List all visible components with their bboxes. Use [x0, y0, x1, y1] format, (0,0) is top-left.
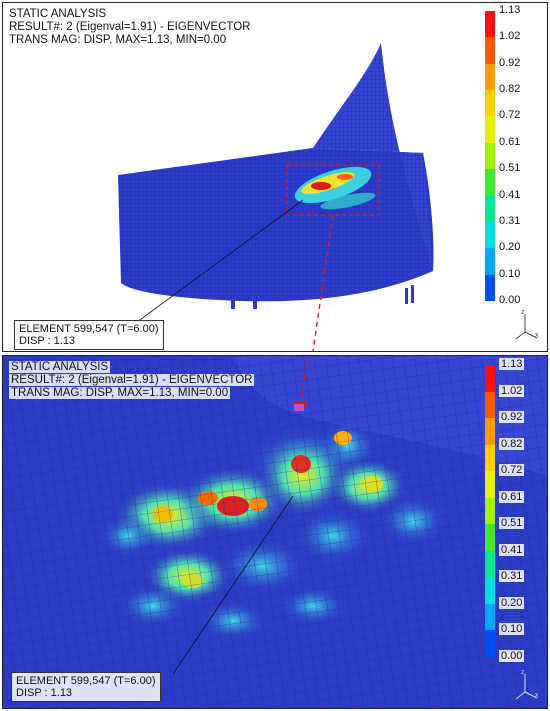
- overview-legend-value: 0.10: [499, 267, 521, 280]
- overview-legend-swatch: [485, 274, 495, 302]
- zoomed-legend-value: 0.82: [499, 437, 525, 450]
- zoomed-legend-value: 0.61: [499, 490, 525, 503]
- overview-legend-swatch: [485, 142, 495, 170]
- deformation-hotspot: [294, 166, 376, 210]
- zoomed-legend-value: 1.13: [499, 358, 525, 370]
- color-legend: 1.13 1.02 0.92 0.82 0.72 0.61 0.51 0.41 0.31 0.20…: [485, 4, 541, 306]
- overview-legend-swatch: [485, 195, 495, 223]
- overview-legend-value: 0.72: [499, 109, 521, 122]
- overview-viewport[interactable]: STATIC ANALYSIS RESULT#: 2 (Eigenval=1.9…: [2, 2, 548, 352]
- svg-text:x: x: [535, 332, 539, 339]
- zoomed-legend-value: 1.02: [499, 384, 525, 397]
- overview-legend-swatch: [485, 116, 495, 144]
- zoomed-legend-swatch: [485, 391, 495, 419]
- zoomed-legend-swatch: [485, 418, 495, 446]
- zoomed-legend-swatch: [485, 577, 495, 605]
- zoomed-legend-value: 0.72: [499, 464, 525, 477]
- result-id: RESULT#: 2 (Eigenval=1.91) - EIGENVECTOR: [9, 21, 251, 33]
- zoomed-legend-swatch: [485, 365, 495, 393]
- overview-legend-value: 0.00: [499, 294, 521, 306]
- svg-text:z: z: [521, 669, 525, 676]
- overview-legend-swatch: [485, 248, 495, 276]
- overview-legend-value: 0.41: [499, 188, 521, 201]
- zoomed-legend-swatch: [485, 497, 495, 525]
- overview-legend-value: 0.61: [499, 135, 521, 148]
- result-header: STATIC ANALYSIS RESULT#: 2 (Eigenval=1.9…: [9, 8, 250, 47]
- analysis-type: STATIC ANALYSIS: [9, 8, 107, 20]
- overview-legend-value: 0.82: [499, 83, 521, 96]
- zoomed-viewport[interactable]: STATIC ANALYSIS RESULT#: 2 (Eigenval=1.9…: [2, 355, 548, 709]
- overview-legend-value: 0.20: [499, 241, 521, 254]
- result-component: TRANS MAG: DISP, MAX=1.13, MIN=0.00: [9, 34, 227, 46]
- svg-text:z: z: [521, 309, 525, 316]
- axis-triad-icon: z x: [515, 309, 539, 340]
- zoomed-legend-value: 0.20: [499, 596, 525, 609]
- element-id: ELEMENT 599,547 (T=6.00): [19, 323, 159, 335]
- zoom-region-box: [286, 164, 380, 216]
- overview-model-render: [118, 43, 434, 351]
- zoomed-legend-value: 0.51: [499, 517, 525, 530]
- zoomed-legend-value: 0.41: [499, 543, 525, 556]
- zoomed-legend-swatch: [485, 471, 495, 499]
- overview-legend-swatch: [485, 37, 495, 65]
- zoomed-result-id: RESULT#: 2 (Eigenval=1.91) - EIGENVECTOR: [9, 374, 255, 386]
- overview-legend-swatch: [485, 90, 495, 117]
- zoomed-legend-value: 0.31: [499, 570, 525, 583]
- zoomed-result-component: TRANS MAG: DISP, MAX=1.13, MIN=0.00: [9, 387, 231, 399]
- element-info-label: ELEMENT 599,547 (T=6.00) DISP : 1.13: [14, 320, 164, 350]
- zoomed-model-render: [3, 356, 547, 708]
- overview-legend-swatch: [485, 63, 495, 91]
- zoomed-legend-swatch: [485, 630, 495, 658]
- zoomed-legend-swatch: [485, 603, 495, 631]
- overview-legend-swatch: [485, 169, 495, 197]
- zoomed-element-info-label: ELEMENT 599,547 (T=6.00) DISP : 1.13: [11, 672, 161, 702]
- zoomed-legend-swatch: [485, 524, 495, 552]
- svg-text:x: x: [535, 692, 539, 699]
- overview-legend-value: 0.92: [499, 56, 521, 69]
- zoomed-legend-swatch: [485, 444, 495, 472]
- overview-legend-value: 0.31: [499, 214, 521, 227]
- element-disp: DISP : 1.13: [19, 335, 76, 347]
- zoomed-color-legend: 1.13 1.02 0.92 0.82 0.72 0.61 0.51 0.41 0.31 0.20…: [485, 358, 541, 662]
- overview-legend-value: 1.02: [499, 30, 521, 43]
- zoomed-analysis-type: STATIC ANALYSIS: [9, 361, 111, 373]
- zoomed-legend-value: 0.10: [499, 623, 525, 636]
- overview-legend-value: 0.51: [499, 162, 521, 175]
- zoomed-legend-value: 0.00: [499, 650, 525, 662]
- zoomed-element-id: ELEMENT 599,547 (T=6.00): [16, 675, 156, 687]
- overview-legend-swatch: [485, 221, 495, 249]
- overview-legend-value: 1.13: [499, 4, 521, 16]
- overview-legend-swatch: [485, 11, 495, 38]
- zoomed-legend-swatch: [485, 550, 495, 578]
- zoomed-result-header: STATIC ANALYSIS RESULT#: 2 (Eigenval=1.9…: [9, 361, 255, 400]
- zoomed-axis-triad-icon: z x: [515, 669, 539, 700]
- zoomed-element-disp: DISP : 1.13: [16, 687, 73, 699]
- zoomed-legend-value: 0.92: [499, 411, 525, 424]
